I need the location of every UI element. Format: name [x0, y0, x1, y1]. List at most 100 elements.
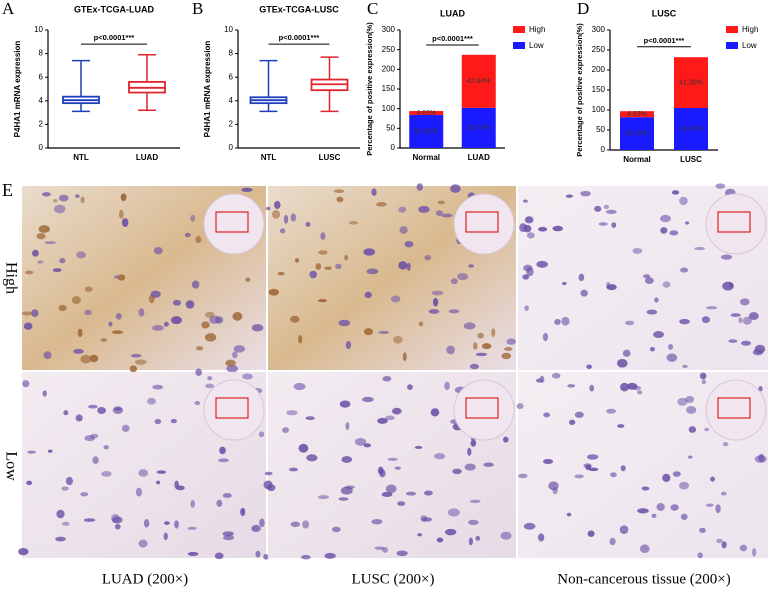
bar-segment — [620, 111, 654, 118]
cell — [404, 240, 414, 248]
cell — [625, 320, 635, 326]
cell — [214, 552, 224, 560]
cell — [143, 519, 150, 528]
cell — [679, 318, 690, 325]
cell — [187, 526, 197, 530]
cell — [153, 246, 163, 255]
cell — [748, 312, 759, 321]
cell — [606, 284, 617, 291]
cell — [464, 463, 476, 471]
cell — [84, 286, 93, 292]
cell — [432, 297, 439, 307]
cell — [398, 261, 408, 270]
cell — [111, 330, 124, 335]
cell — [216, 499, 223, 507]
segment-label: 4.63% — [627, 111, 647, 118]
cell — [222, 531, 234, 537]
cell — [475, 535, 481, 541]
cell — [666, 353, 678, 362]
cell — [108, 321, 113, 327]
cell — [290, 521, 301, 528]
cell — [387, 457, 398, 461]
x-tick-label: Normal — [623, 155, 651, 164]
cell — [609, 537, 616, 546]
cell — [75, 194, 80, 198]
cell — [134, 359, 147, 365]
cell — [500, 531, 512, 540]
cell — [588, 467, 599, 472]
cell — [685, 221, 690, 225]
cell — [59, 258, 66, 264]
cell — [362, 396, 374, 403]
cell — [204, 333, 217, 342]
legend-swatch — [513, 42, 525, 49]
cell — [341, 456, 353, 463]
cell — [580, 289, 588, 297]
cell — [728, 339, 738, 343]
cell — [543, 412, 551, 418]
cell — [233, 345, 245, 353]
cell — [147, 397, 156, 405]
y-tick-label: 100 — [592, 105, 606, 114]
y-tick-label: 2 — [229, 120, 234, 129]
cell — [274, 200, 281, 210]
cell — [649, 347, 656, 352]
cell — [63, 410, 69, 416]
y-tick-label: 4 — [229, 96, 234, 105]
cell — [377, 466, 384, 475]
cell — [697, 552, 703, 559]
cell — [336, 196, 344, 203]
cell — [37, 260, 44, 264]
cell — [382, 376, 392, 382]
cell — [113, 275, 119, 279]
cell — [286, 410, 298, 416]
cell — [741, 340, 751, 346]
cell — [129, 365, 138, 373]
cell — [378, 330, 390, 335]
cell — [518, 473, 528, 479]
cell — [469, 363, 480, 370]
cell — [42, 390, 47, 397]
cell — [47, 449, 53, 453]
cell — [694, 247, 706, 251]
cell — [551, 372, 561, 379]
cell — [170, 316, 182, 325]
cell — [65, 476, 73, 486]
tissue-core — [453, 193, 515, 255]
cell — [150, 290, 161, 298]
cell — [433, 453, 446, 460]
cell — [589, 384, 595, 392]
cell — [385, 484, 397, 494]
cell — [83, 518, 96, 522]
cell — [444, 381, 450, 391]
cell — [469, 499, 481, 504]
x-tick-label: LUSC — [319, 153, 341, 162]
cell — [294, 258, 300, 263]
cell — [722, 442, 729, 447]
cell — [467, 447, 472, 456]
cell — [437, 200, 446, 205]
cell — [524, 305, 529, 312]
cell — [195, 236, 202, 244]
cell — [669, 230, 679, 236]
cell — [163, 321, 169, 327]
x-tick-label: Normal — [412, 153, 440, 162]
legend-label: Low — [529, 41, 544, 50]
cell — [364, 291, 372, 299]
cell — [685, 396, 695, 403]
cell — [354, 438, 367, 446]
y-tick-label: 250 — [592, 45, 606, 54]
cell — [722, 281, 734, 291]
y-axis-label: Percentage of positive expression(%) — [575, 23, 584, 157]
cell — [56, 509, 65, 519]
y-tick-label: 0 — [391, 143, 396, 152]
bar-segment — [461, 54, 496, 108]
cell — [156, 470, 167, 474]
panel-label: C — [367, 0, 378, 18]
cell — [436, 537, 444, 543]
tissue-core — [705, 193, 767, 255]
cell — [637, 390, 643, 395]
cell — [561, 281, 567, 286]
cell — [363, 328, 374, 336]
cell — [348, 220, 359, 225]
